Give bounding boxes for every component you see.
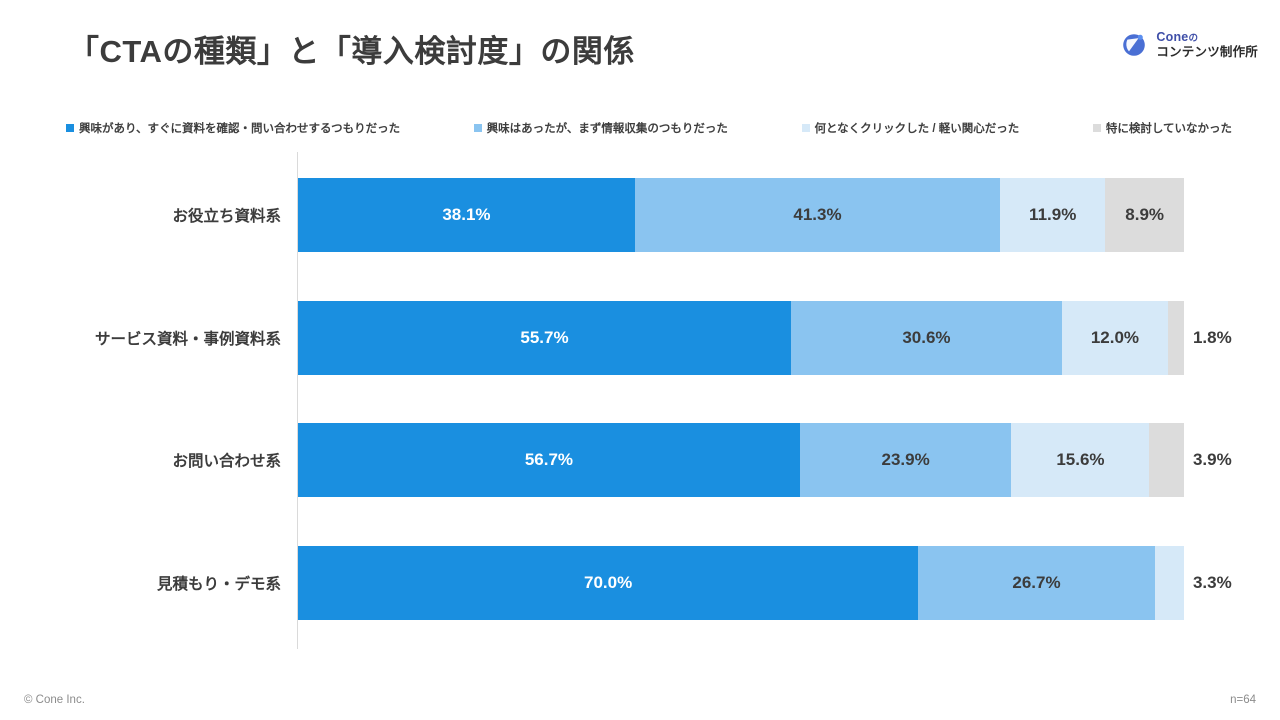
cone-logo: Coneの コンテンツ制作所 [1121, 30, 1258, 60]
bar-row-label: お問い合わせ系 [172, 453, 281, 470]
legend-item-series1[interactable]: 興味があり、すぐに資料を確認・問い合わせするつもりだった [66, 120, 400, 136]
bar-segment[interactable]: 12.0% [1061, 301, 1169, 375]
bar-track: 70.0% 26.7% 3.3% [298, 546, 1232, 620]
bar-track: 56.7% 23.9% 15.6% 3.9% [298, 423, 1232, 497]
bar-segment[interactable]: 30.6% [791, 301, 1062, 375]
chart-legend: 興味があり、すぐに資料を確認・問い合わせするつもりだった 興味はあったが、まず情… [66, 119, 1232, 137]
bar-segment-value: 8.9% [1125, 205, 1165, 224]
bar-segment-value: 26.7% [1012, 573, 1061, 592]
bar-segment-value: 56.7% [524, 450, 574, 469]
bar-segment[interactable]: 1.8% [1168, 301, 1232, 375]
bar-segment[interactable]: 3.9% [1149, 423, 1232, 497]
bar-row-label: サービス資料・事例資料系 [94, 331, 281, 348]
legend-swatch-series4 [1092, 124, 1101, 132]
bar-row-label: 見積もり・デモ系 [156, 576, 281, 593]
footer-sample-size: n=64 [1230, 694, 1256, 706]
bar-segment[interactable]: 23.9% [799, 423, 1012, 497]
bar-row: サービス資料・事例資料系 55.7% 30.6% 12.0% 1.8% [0, 301, 1280, 375]
legend-item-series4[interactable]: 特に検討していなかった [1092, 120, 1232, 136]
stacked-bar-chart: お役立ち資料系 38.1% 41.3% 11.9% 8.9% サービス資料・事例資料系 55… [0, 152, 1280, 649]
legend-swatch-series3 [801, 124, 810, 132]
bar-segment[interactable]: 38.1% [298, 178, 635, 252]
bar-segment[interactable]: 56.7% [298, 423, 800, 497]
bar-row: 見積もり・デモ系 70.0% 26.7% 3.3% [0, 546, 1280, 620]
legend-item-series2[interactable]: 興味はあったが、まず情報収集のつもりだった [473, 120, 728, 136]
legend-label-series4: 特に検討していなかった [1105, 123, 1232, 135]
bar-segment-value: 70.0% [583, 573, 633, 592]
page-title: 「CTAの種類」と「導入検討度」の関係 [68, 34, 635, 69]
bar-segment[interactable]: 11.9% [1000, 178, 1106, 252]
bar-segment[interactable]: 70.0% [298, 546, 919, 620]
logo-brand-suffix: の [1188, 33, 1199, 44]
legend-swatch-series1 [66, 124, 74, 132]
legend-label-series2: 興味はあったが、まず情報収集のつもりだった [486, 123, 728, 135]
cone-logo-mark-icon [1121, 32, 1147, 58]
page-header: 「CTAの種類」と「導入検討度」の関係 Coneの コンテンツ制作所 [0, 0, 1280, 100]
bar-row: お問い合わせ系 56.7% 23.9% 15.6% 3.9% [0, 423, 1280, 497]
y-axis-line [297, 152, 298, 649]
bar-track: 55.7% 30.6% 12.0% 1.8% [298, 301, 1232, 375]
bar-segment-value: 11.9% [1029, 205, 1077, 224]
bar-segment[interactable]: 3.3% [1154, 546, 1232, 620]
bar-segment-value: 38.1% [442, 205, 491, 224]
bar-segment[interactable]: 26.7% [918, 546, 1155, 620]
bar-row: お役立ち資料系 38.1% 41.3% 11.9% 8.9% [0, 178, 1280, 252]
bar-segment-value: 30.6% [902, 328, 951, 347]
bar-segment-value: 3.3% [1192, 573, 1232, 592]
bar-segment[interactable]: 41.3% [634, 178, 1001, 252]
bar-segment-value: 12.0% [1090, 328, 1140, 347]
legend-item-series3[interactable]: 何となくクリックした / 軽い関心だった [801, 120, 1020, 136]
bar-segment-value: 15.6% [1056, 450, 1105, 469]
bar-segment-value: 3.9% [1192, 450, 1232, 469]
bar-segment[interactable]: 15.6% [1011, 423, 1150, 497]
bar-segment-value: 23.9% [881, 450, 930, 469]
legend-label-series3: 何となくクリックした / 軽い関心だった [814, 123, 1020, 135]
legend-label-series1: 興味があり、すぐに資料を確認・問い合わせするつもりだった [79, 123, 401, 135]
cone-logo-text: Coneの コンテンツ制作所 [1156, 30, 1258, 60]
bar-segment[interactable]: 8.9% [1105, 178, 1184, 252]
bar-segment-value: 41.3% [793, 205, 842, 224]
logo-brand: Cone [1156, 30, 1189, 44]
bar-row-label: お役立ち資料系 [172, 208, 281, 225]
bar-track: 38.1% 41.3% 11.9% 8.9% [298, 178, 1184, 252]
bar-segment-value: 1.8% [1192, 328, 1232, 347]
logo-line-1: Coneの [1156, 30, 1258, 45]
bar-segment[interactable]: 55.7% [298, 301, 791, 375]
bar-segment-value: 55.7% [520, 328, 569, 347]
logo-line-2: コンテンツ制作所 [1156, 44, 1258, 59]
footer-copyright: © Cone Inc. [24, 694, 85, 706]
legend-swatch-series2 [473, 124, 482, 132]
